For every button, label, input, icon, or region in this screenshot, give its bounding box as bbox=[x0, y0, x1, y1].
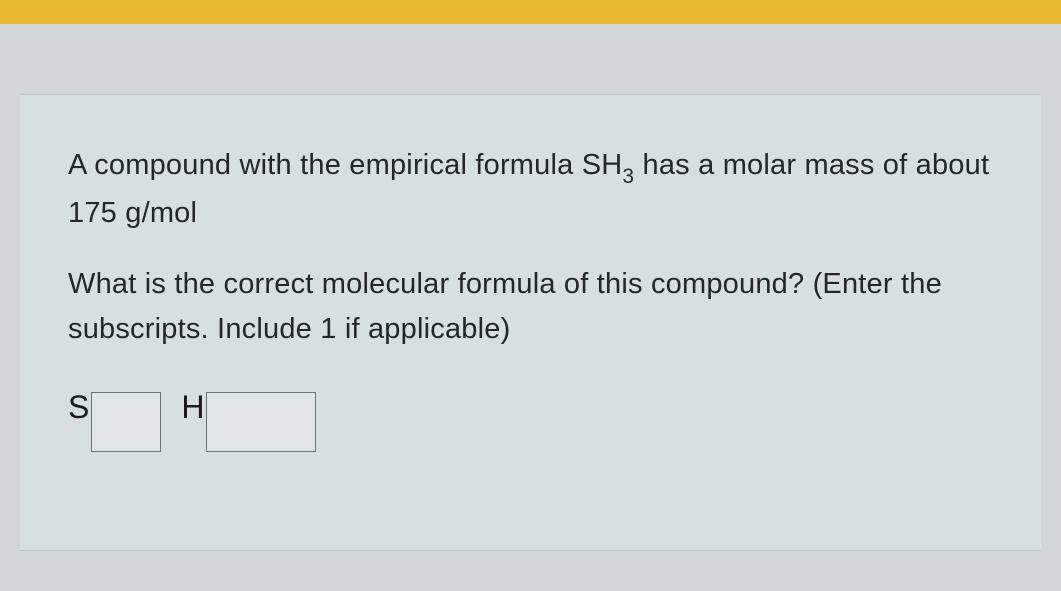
question-text-line-1: A compound with the empirical formula SH… bbox=[68, 143, 993, 236]
browser-accent-bar bbox=[0, 0, 1061, 24]
subscript-input-h[interactable] bbox=[206, 392, 316, 452]
element-label-s: S bbox=[68, 389, 89, 426]
answer-input-row: S H bbox=[68, 378, 993, 438]
question-text-line-2: What is the correct molecular formula of… bbox=[68, 262, 993, 352]
formula-subscript: 3 bbox=[622, 165, 634, 188]
page-background: A compound with the empirical formula SH… bbox=[0, 24, 1061, 591]
question-text-pre: A compound with the empirical formula SH bbox=[68, 149, 622, 181]
element-label-h: H bbox=[181, 389, 204, 426]
question-card: A compound with the empirical formula SH… bbox=[20, 94, 1041, 551]
subscript-input-s[interactable] bbox=[91, 392, 161, 452]
